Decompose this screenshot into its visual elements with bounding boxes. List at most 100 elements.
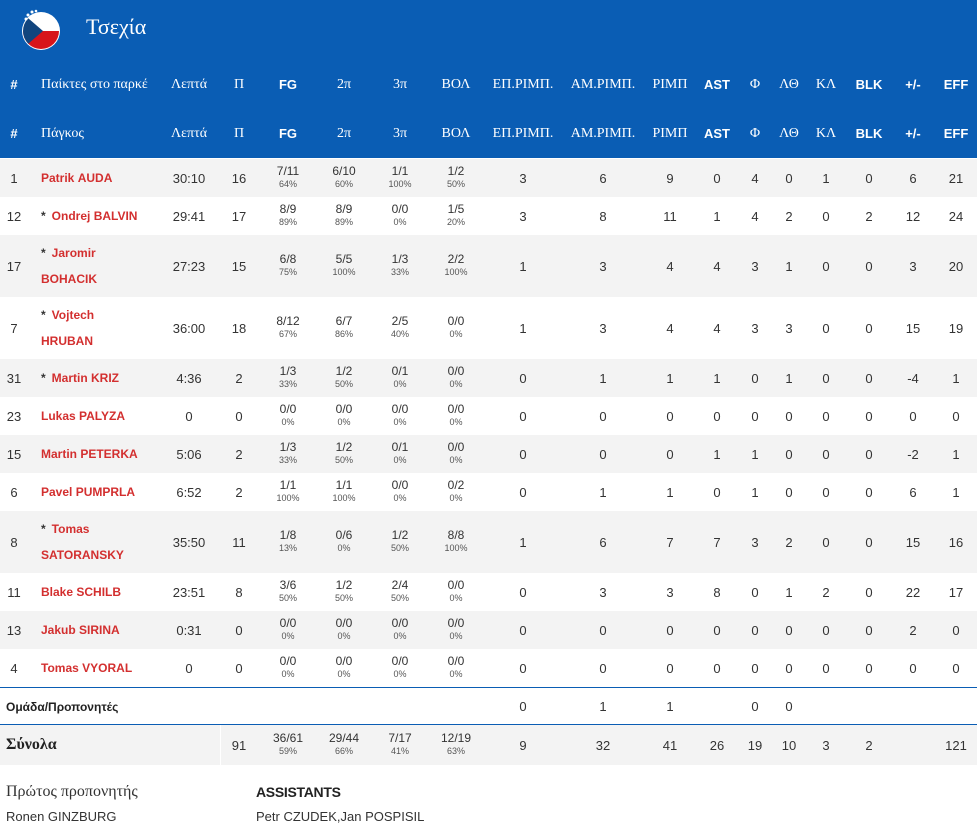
- stat-ft: 0/0 0%: [426, 573, 486, 611]
- stat-pts: 18: [231, 320, 247, 336]
- stat-p3: 1/2 50%: [370, 511, 430, 573]
- stat-reb: 0: [666, 446, 674, 462]
- stat-p2-percent: 86%: [334, 329, 353, 339]
- stat-ft: 8/8 100%: [426, 511, 486, 573]
- stat-fg-made-attempted: 8/12: [276, 314, 300, 328]
- stat-p2-percent: 100%: [332, 493, 356, 503]
- stat-oreb: 0: [519, 584, 527, 600]
- stat-reb: 4: [666, 258, 674, 274]
- stat-fg: 1/1 100%: [258, 473, 318, 511]
- stat-fg-made-attempted: 1/1: [279, 478, 297, 492]
- stat-fg: 0/0 0%: [258, 649, 318, 687]
- stat-ast: 1: [713, 208, 721, 224]
- player-last-name: AUDA: [77, 171, 113, 185]
- stat-p2: 0/0 0%: [314, 397, 374, 435]
- stat-p2-made-attempted: 8/9: [335, 202, 353, 216]
- stat-p3-percent: 40%: [390, 329, 409, 339]
- header-pts: Π: [233, 76, 245, 92]
- player-last-name: BALVIN: [93, 209, 138, 223]
- stat-reb: 1: [666, 370, 674, 386]
- player-name-link[interactable]: Tomas VYORAL: [41, 649, 132, 687]
- stat-pf: 0: [751, 370, 759, 386]
- total-stat-stl: 3: [822, 737, 830, 753]
- player-last-name: PALYZA: [79, 409, 126, 423]
- stat-p2: 0/6 0%: [314, 511, 374, 573]
- stat-p2: 0/0 0%: [314, 611, 374, 649]
- stat-pts: 17: [231, 208, 247, 224]
- player-name-link[interactable]: Martin PETERKA: [41, 435, 138, 473]
- header-name: Πάγκος: [41, 125, 84, 141]
- header-pm: +/-: [905, 77, 921, 92]
- starter-star: *: [41, 308, 46, 322]
- stat-fg: 0/0 0%: [258, 611, 318, 649]
- header-stl: ΚΛ: [815, 76, 837, 92]
- starter-star: *: [41, 209, 46, 223]
- stat-oreb: 0: [519, 370, 527, 386]
- total-stat-to: 10: [781, 737, 797, 753]
- player-name-link[interactable]: Pavel PUMPRLA: [41, 473, 135, 511]
- player-name-link[interactable]: * Ondrej BALVIN: [41, 197, 137, 235]
- stat-blk: 0: [865, 258, 873, 274]
- stat-to: 0: [785, 446, 793, 462]
- stat-oreb: 1: [519, 320, 527, 336]
- total-stat-blk: 2: [865, 737, 873, 753]
- stat-to: 0: [785, 408, 793, 424]
- stat-pts: 16: [231, 170, 247, 186]
- stat-p3: 0/1 0%: [370, 359, 430, 397]
- stat-pf: 0: [751, 408, 759, 424]
- header-eff: EFF: [943, 77, 969, 92]
- header-row-starters: # Παίκτες στο παρκέ Λεπτά Π FG 2π 3π ΒΟΛ ΕΠ.ΡΙΜΠ…: [0, 60, 977, 109]
- stat-fg: 1/3 33%: [258, 359, 318, 397]
- stat-p2-made-attempted: 1/2: [335, 578, 353, 592]
- stat-p2-percent: 0%: [337, 543, 351, 553]
- stat-ft-percent: 0%: [449, 631, 463, 641]
- player-name-link[interactable]: Blake SCHILB: [41, 573, 121, 611]
- player-first-name: Jaromir: [51, 246, 96, 260]
- player-name-link[interactable]: Lukas PALYZA: [41, 397, 125, 435]
- team-header-bar: Τσεχία: [0, 0, 977, 60]
- header-min: Λεπτά: [170, 125, 208, 141]
- player-name-link[interactable]: Patrik AUDA: [41, 159, 112, 197]
- stat-p2: 5/5 100%: [314, 235, 374, 297]
- stat-pm: 6: [909, 484, 917, 500]
- total-ft-percent: 63%: [446, 746, 465, 756]
- player-name-link[interactable]: * Tomas SATORANSKY: [41, 511, 124, 573]
- totals-separator: [220, 725, 221, 765]
- player-name-link[interactable]: * Vojtech HRUBAN: [41, 297, 94, 359]
- stat-blk: 0: [865, 170, 873, 186]
- stat-pts: 8: [235, 584, 243, 600]
- header-name: Παίκτες στο παρκέ: [41, 76, 148, 92]
- stat-oreb: 0: [519, 622, 527, 638]
- stat-pts: 0: [235, 660, 243, 676]
- stat-reb: 9: [666, 170, 674, 186]
- team-stat-oreb: 0: [519, 699, 527, 714]
- stat-min: 4:36: [176, 370, 202, 386]
- stat-fg-percent: 0%: [281, 669, 295, 679]
- header-pm: +/-: [905, 126, 921, 141]
- stat-dreb: 0: [599, 660, 607, 676]
- stat-num: 1: [10, 170, 18, 186]
- header-pf: Φ: [749, 76, 761, 92]
- header-p3: 3π: [392, 76, 408, 92]
- stat-stl: 0: [822, 320, 830, 336]
- header-fg: FG: [278, 77, 298, 92]
- player-first-name: Martin: [51, 371, 88, 385]
- stat-to: 1: [785, 258, 793, 274]
- player-name-link[interactable]: Jakub SIRINA: [41, 611, 120, 649]
- stat-num: 7: [10, 320, 18, 336]
- stat-to: 0: [785, 484, 793, 500]
- total-stat-pts: 91: [231, 737, 247, 753]
- stat-ft: 0/0 0%: [426, 649, 486, 687]
- stat-min: 23:51: [172, 584, 206, 600]
- stat-p2-percent: 0%: [337, 669, 351, 679]
- header-min: Λεπτά: [170, 76, 208, 92]
- stat-p3: 1/1 100%: [370, 159, 430, 197]
- player-name-link[interactable]: * Martin KRIZ: [41, 359, 119, 397]
- header-oreb: ΕΠ.ΡΙΜΠ.: [492, 125, 554, 141]
- stat-eff: 19: [948, 320, 964, 336]
- player-name-link[interactable]: * Jaromir BOHACIK: [41, 235, 97, 297]
- stat-to: 0: [785, 170, 793, 186]
- player-row: 11 Blake SCHILB 23:51 8 3/6 50% 1/2 50% 2/4 50% 0/…: [0, 573, 977, 611]
- stat-ft-percent: 100%: [444, 267, 468, 277]
- stat-ft-percent: 0%: [449, 329, 463, 339]
